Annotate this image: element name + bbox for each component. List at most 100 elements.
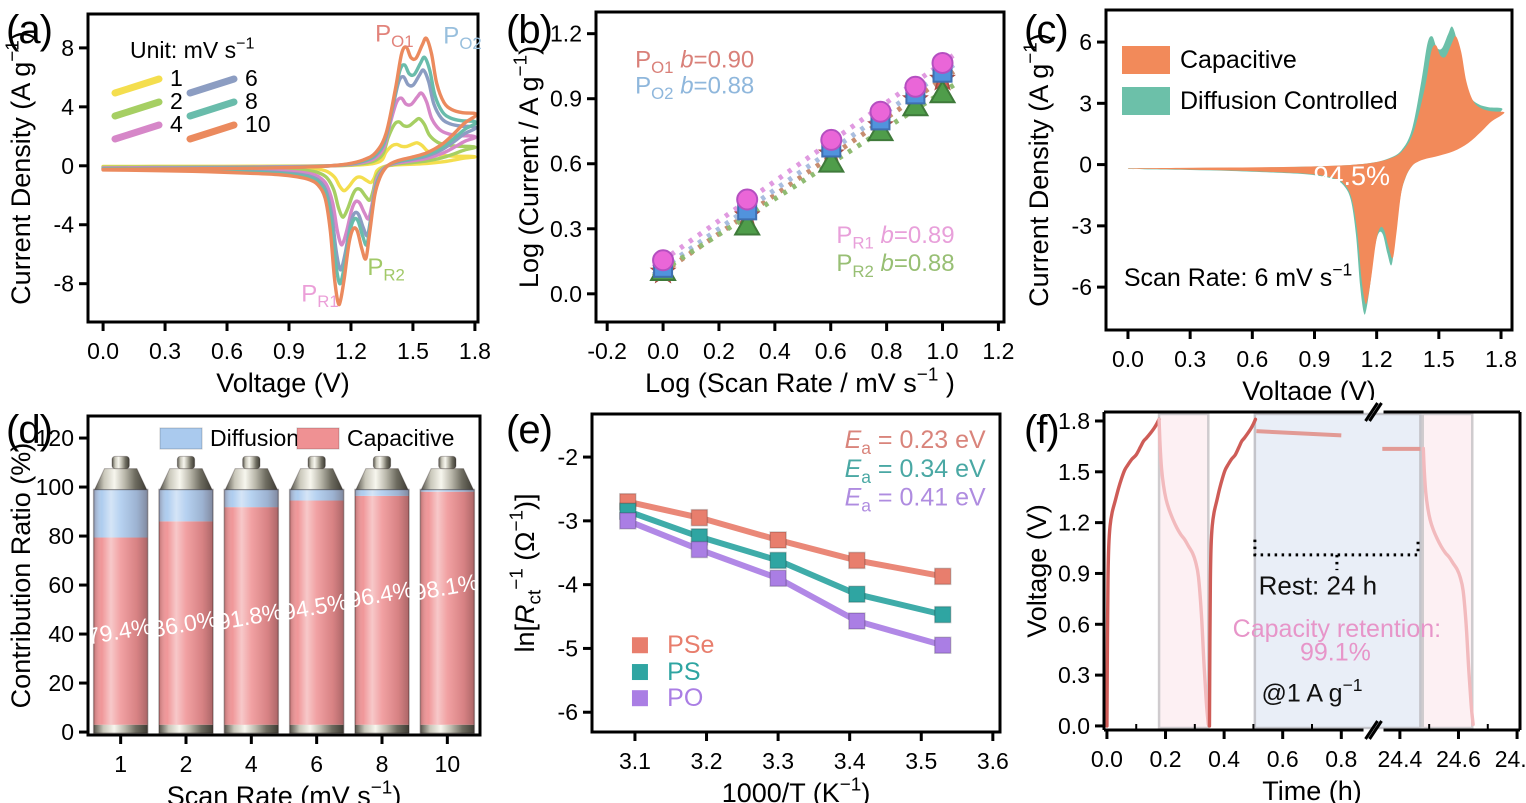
marker-triangle [817,148,846,173]
legend-label-8: 8 [245,88,258,114]
legend-swatch-PO [631,690,648,707]
x-tick-label: 3.5 [905,748,937,774]
annotation-text: 99.1% [1300,639,1371,667]
y-axis-label: Contribution Ratio (%) [6,443,36,709]
x-tick-label: 3.2 [691,748,723,774]
x-tick-label: 1.0 [927,338,959,364]
legend-swatch [159,427,203,450]
marker-triangle [733,211,761,236]
legend-swatch-4 [111,121,163,143]
marker-square-PO [848,612,866,630]
annotation-text: Rest: 24 h [1259,571,1378,601]
legend-swatch-6 [186,75,238,97]
y-tick-label: 1.2 [1058,510,1090,536]
panel-c-label: (c) [1024,8,1069,52]
panel-a-label: (a) [6,8,53,52]
ea-annotation: Ea = 0.34 eV [845,455,986,487]
panel-f-chart: 0.0 0.2 0.4 0.6 0.8 24.4 24.6 24.8 0.0 0.3 0.6 0.9 1… [1022,402,1526,803]
legend-label: Diffusion Controlled [1180,87,1398,115]
panel-b: -0.2 0.0 0.2 0.4 0.6 0.8 1.0 1.2 0.0 0.3 0.6 0.9 1.2… [500,0,1018,400]
y-axis-label: Current Density (A g−1) [1021,33,1054,307]
y-tick-label: 1.8 [1058,408,1090,434]
x-tick-label: 0.0 [1112,346,1144,372]
panel-a: 0.0 0.3 0.6 0.9 1.2 1.5 1.8 -8 -4 0 4 8 Voltage (V) C… [0,0,500,400]
battery-bar-10: 98.1% [412,455,480,735]
x-tick-label: 0.6 [211,338,243,364]
x-tick-label: 6 [310,751,323,777]
x-tick-label: 1.5 [397,338,429,364]
x-tick-label: 0.6 [1236,346,1268,372]
marker-square-PSe [690,508,709,527]
y-tick-label: -3 [1072,213,1092,239]
y-tick-label: 0.9 [1058,560,1090,586]
annotation-text: @1 A g−1 [1262,675,1363,708]
x-axis-label: Voltage (V) [1242,376,1376,400]
y-tick-label: 1.5 [1058,459,1090,485]
legend-label-6: 6 [245,65,258,91]
x-tick-label: 3.1 [619,748,651,774]
y-tick-label: 4 [61,94,74,120]
peak-label: PR2 [367,254,404,285]
y-tick-label: 40 [48,621,74,647]
x-tick-label: 0.6 [1267,746,1299,772]
legend-swatch [1122,87,1170,115]
axis-frame-broken [1102,410,1522,732]
legend-swatch-8 [186,98,238,120]
legend-swatch-10 [186,121,238,143]
x-tick-label: 1.2 [982,338,1014,364]
marker-circle [904,75,927,98]
x-tick-label: 0.4 [1208,746,1240,772]
x-tick-label: 0.2 [703,338,735,364]
x-tick-label: 1.5 [1423,346,1455,372]
legend-label-PO: PO [667,684,703,712]
charge-curve-2 [1207,417,1258,728]
ea-annotation: Ea = 0.41 eV [845,484,986,516]
panel-d: 79.4% 86.0% 91.8% 94.5% 96.4% 98.1% 0 20 40 60 80 1… [0,400,500,803]
marker-circle [736,188,759,211]
cv-curve-2 [101,116,477,219]
marker-square-PO [769,569,787,588]
legend-label: Diffusion [210,425,299,451]
x-axis-label: 1000/T (K−1) [722,775,871,803]
marker-square-PSe [769,531,787,549]
legend-swatch-1 [111,75,163,97]
x-axis-label: Scan Rate (mV s−1) [167,778,402,803]
x-tick-label: 0.4 [759,338,791,364]
peak-label: PR1 [301,280,338,311]
y-tick-label: 8 [61,35,74,61]
b-value-annotation: PO1 b=0.90 [635,46,754,77]
x-tick-label: 1.2 [1361,346,1393,372]
y-tick-label: 0.3 [1058,662,1090,688]
y-tick-label: -6 [558,699,578,725]
rest-line-1 [1256,429,1342,438]
marker-circle [652,249,675,272]
legend-swatch-2 [111,98,163,120]
y-tick-label: -6 [1072,274,1092,300]
x-tick-label: 1 [114,751,127,777]
y-tick-label: 20 [48,670,74,696]
x-tick-label: 1.8 [459,338,491,364]
axis-frame [86,414,482,737]
panel-d-chart: 79.4%86.0%91.8%94.5%96.4%98.1% 0 20 40 60 80 1… [6,414,482,803]
x-tick-label: 3.4 [834,748,866,774]
legend-label-PSe: PSe [667,631,714,659]
battery-bar-4: 91.8% [216,455,284,735]
discharge-curve-2 [1421,446,1475,727]
x-tick-label: 0.2 [1150,746,1182,772]
axis-break-mark [1364,402,1379,422]
panel-a-chart: 0.0 0.3 0.6 0.9 1.2 1.5 1.8 -8 -4 0 4 8 Voltage (V) C… [3,12,491,398]
axis-break-mark [1364,720,1379,740]
x-tick-label: 3.6 [977,748,1009,774]
marker-square-PO [690,540,709,559]
y-tick-label: 120 [36,425,74,451]
highlight-band [1157,412,1210,730]
y-tick-label: 0.3 [550,216,582,242]
legend-swatch [296,427,340,450]
capacitive-percent: 94.5% [1314,161,1391,191]
x-tick-label: 24.8 [1495,746,1526,772]
x-tick-label: 2 [180,751,193,777]
y-tick-label: 0.0 [1058,713,1090,739]
panel-b-label: (b) [506,8,553,52]
y-axis-label: ln[Rct−1 (Ω−1)] [507,493,546,652]
panel-f-label: (f) [1024,408,1060,452]
